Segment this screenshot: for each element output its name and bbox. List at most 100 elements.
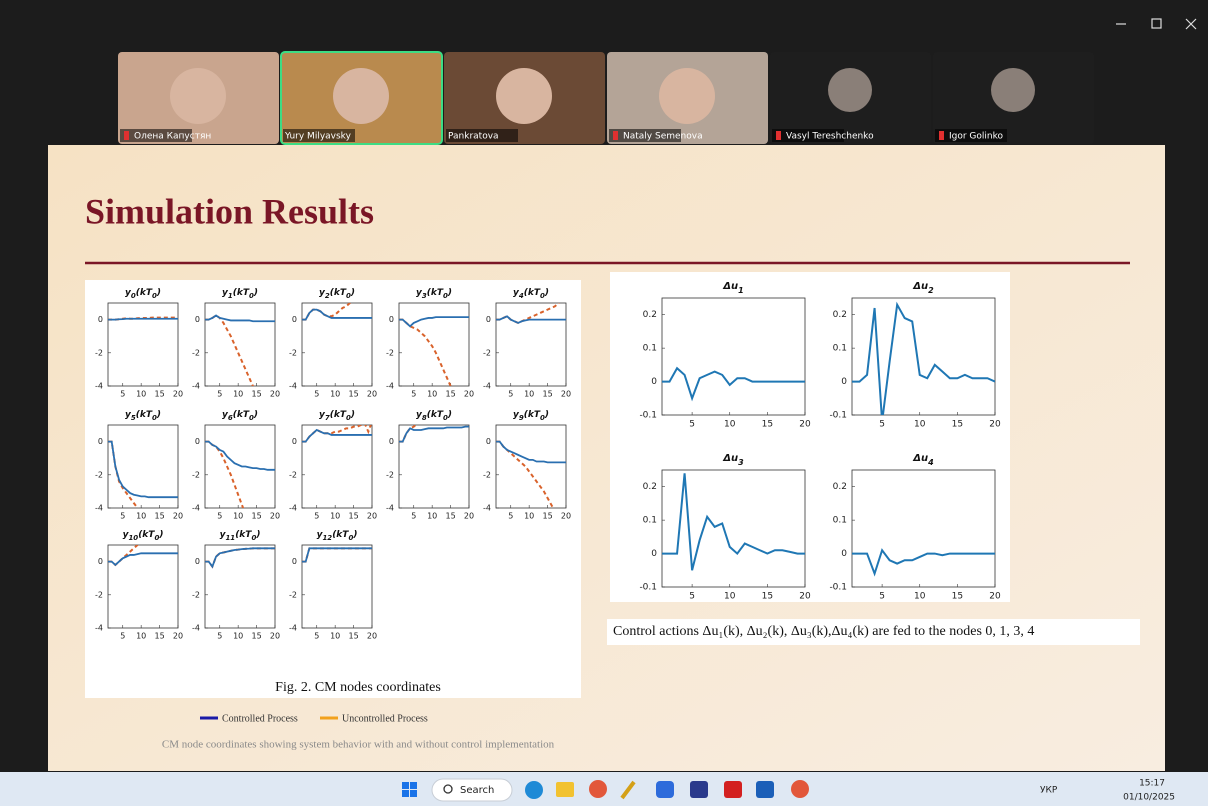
x-tick-label: 20 — [989, 420, 1001, 430]
app-acrobat[interactable] — [724, 781, 742, 798]
x-tick-label: 20 — [799, 420, 811, 430]
x-tick-label: 15 — [348, 512, 358, 521]
subplot: y4(kT0)0-2-45101520 — [483, 288, 571, 399]
participant-name: Pankratova — [448, 132, 499, 142]
x-tick-label: 5 — [120, 512, 125, 521]
y-tick-label: -4 — [289, 624, 297, 633]
app-chrome-2[interactable] — [791, 780, 809, 798]
x-tick-label: 10 — [233, 632, 243, 641]
x-tick-label: 15 — [154, 390, 164, 399]
plot-frame — [496, 303, 566, 386]
title-part: 10 — [128, 534, 138, 542]
x-tick-label: 5 — [508, 390, 513, 399]
y-tick-label: -4 — [386, 504, 394, 513]
x-tick-label: 20 — [367, 632, 377, 641]
y-tick-label: -2 — [95, 470, 103, 479]
x-tick-label: 20 — [270, 632, 280, 641]
clock-date[interactable]: 01/10/2025 — [1123, 793, 1175, 803]
x-tick-label: 10 — [330, 390, 340, 399]
participant-tile[interactable]: Олена Капустян — [118, 52, 279, 144]
app-matlab[interactable] — [690, 781, 708, 798]
participant-tile[interactable]: Igor Golinko — [933, 52, 1094, 144]
slide-title: Simulation Results — [85, 191, 374, 231]
plot-frame — [496, 425, 566, 508]
x-tick-label: 15 — [348, 390, 358, 399]
app-explorer[interactable] — [556, 782, 574, 797]
muted-icon — [776, 131, 781, 140]
title-part: 11 — [225, 534, 235, 542]
language[interactable]: УКР — [1040, 786, 1058, 796]
page: { "participants": ["Олена Капустян", "Yu… — [0, 0, 1208, 806]
x-tick-label: 10 — [233, 512, 243, 521]
plot-frame — [302, 545, 372, 628]
subplot: Δu1-0.100.10.25101520 — [639, 281, 811, 430]
face — [659, 68, 715, 124]
title-part: ) — [350, 288, 355, 298]
participant-name: Igor Golinko — [949, 132, 1004, 142]
app-chrome[interactable] — [589, 780, 607, 798]
y-tick-label: -2 — [289, 348, 297, 357]
x-tick-label: 15 — [348, 632, 358, 641]
participant-tile[interactable]: Yury Milyavsky — [281, 52, 442, 144]
title-part: (kT — [332, 530, 349, 540]
y-tick-label: -2 — [192, 590, 200, 599]
y-tick-label: -4 — [95, 504, 103, 513]
x-tick-label: 10 — [330, 512, 340, 521]
x-tick-label: 15 — [762, 420, 773, 430]
y-tick-label: 0 — [195, 437, 200, 446]
y-tick-label: 0 — [195, 557, 200, 566]
x-tick-label: 20 — [989, 592, 1001, 602]
x-tick-label: 10 — [136, 632, 146, 641]
x-tick-label: 20 — [173, 512, 183, 521]
app-zoom[interactable] — [656, 781, 674, 798]
title-part: ) — [156, 288, 161, 298]
subplot: y11(kT0)0-2-45101520 — [192, 530, 280, 641]
participant-tile[interactable]: Nataly Semenova — [607, 52, 768, 144]
y-tick-label: 0 — [841, 377, 847, 387]
x-tick-label: 10 — [233, 390, 243, 399]
x-tick-label: 20 — [270, 512, 280, 521]
clock-time[interactable]: 15:17 — [1139, 779, 1165, 789]
app-edge[interactable] — [525, 781, 543, 799]
participant-name: Nataly Semenova — [623, 132, 703, 142]
y-tick-label: -2 — [192, 348, 200, 357]
title-part: ) — [352, 530, 357, 540]
participant-tile[interactable]: Vasyl Tereshchenko — [770, 52, 931, 144]
y-tick-label: -2 — [289, 470, 297, 479]
x-tick-label: 20 — [367, 390, 377, 399]
x-tick-label: 20 — [173, 390, 183, 399]
y-tick-label: -4 — [386, 382, 394, 391]
plot-frame — [399, 303, 469, 386]
x-tick-label: 20 — [799, 592, 811, 602]
x-tick-label: 5 — [217, 512, 222, 521]
participant-tile[interactable]: Pankratova — [444, 52, 605, 144]
x-tick-label: 20 — [367, 512, 377, 521]
legend-label: Uncontrolled Process — [342, 713, 428, 724]
x-tick-label: 10 — [427, 390, 437, 399]
y-tick-label: -4 — [192, 382, 200, 391]
y-tick-label: -0.1 — [829, 583, 847, 593]
title-part: Δu — [722, 453, 738, 464]
title-part: Δu — [912, 453, 928, 464]
x-tick-label: 15 — [251, 632, 261, 641]
y-tick-label: 0 — [98, 437, 103, 446]
x-tick-label: 5 — [689, 420, 695, 430]
x-tick-label: 15 — [154, 632, 164, 641]
x-tick-label: 10 — [914, 420, 926, 430]
screen: Олена КапустянYury Milyavsky Pankratova Na… — [0, 0, 1208, 806]
x-tick-label: 5 — [120, 390, 125, 399]
title-part: (kT — [330, 288, 347, 298]
y-tick-label: -4 — [192, 624, 200, 633]
app-word[interactable] — [756, 781, 774, 798]
x-tick-label: 5 — [689, 592, 695, 602]
face — [828, 68, 872, 112]
x-tick-label: 10 — [724, 592, 736, 602]
y-tick-label: -2 — [192, 470, 200, 479]
taskbar: Search УКР 15:17 01/10/2025 — [0, 772, 1208, 806]
y-tick-label: 0.1 — [643, 344, 657, 354]
plot-frame — [399, 425, 469, 508]
y-tick-label: 0.1 — [833, 344, 847, 354]
title-part: (kT — [136, 288, 153, 298]
title-part: 12 — [322, 534, 332, 542]
